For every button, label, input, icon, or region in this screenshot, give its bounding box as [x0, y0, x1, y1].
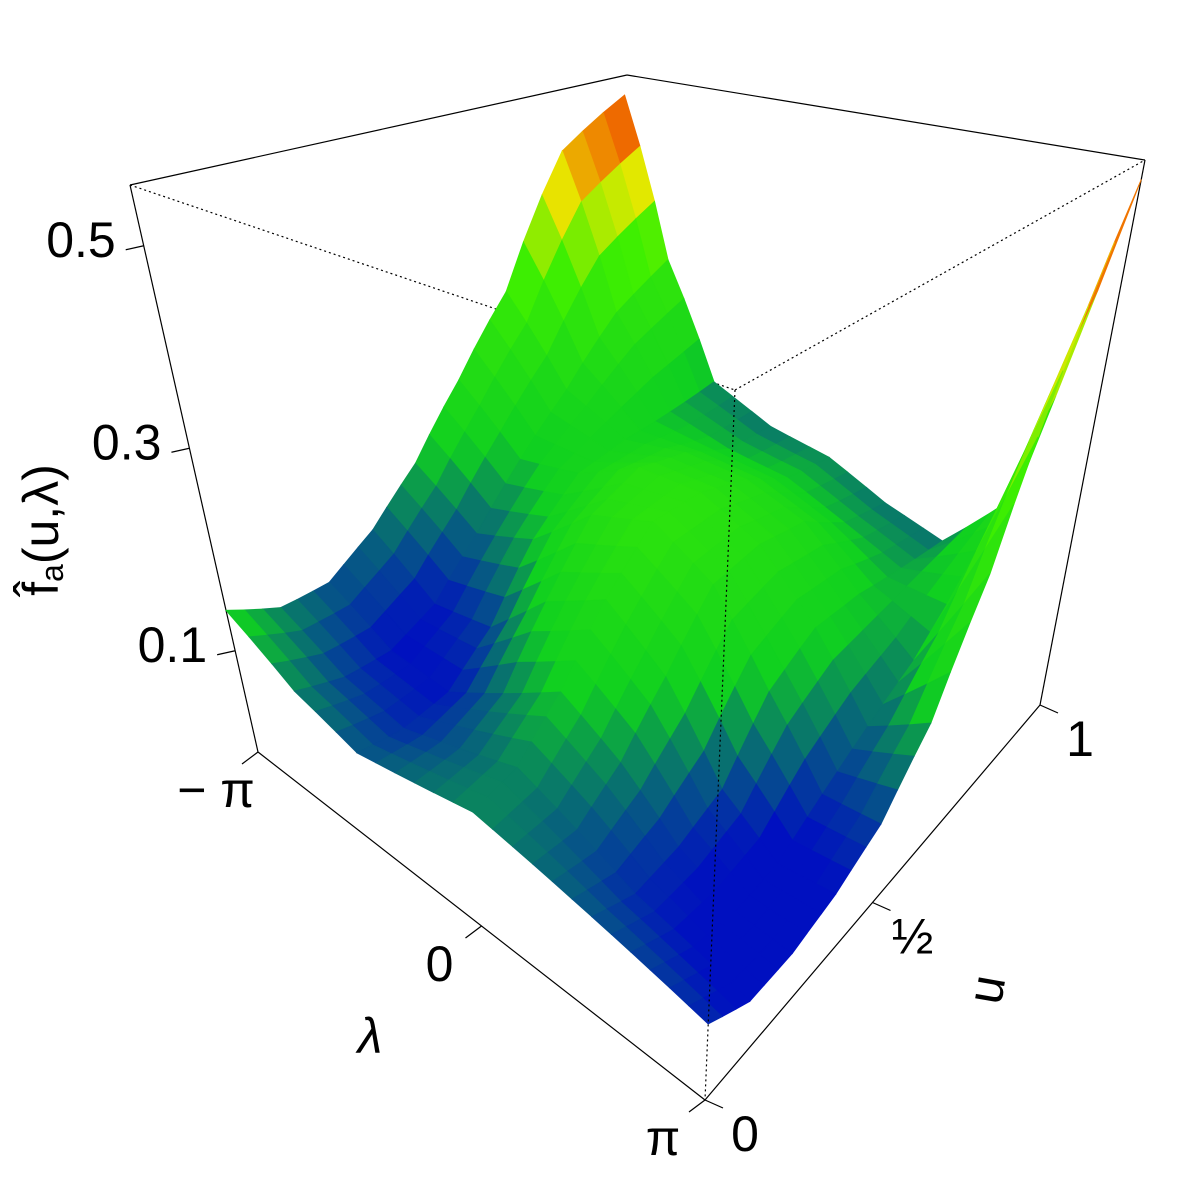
z-tick-label: 0.5: [46, 212, 116, 268]
y-tick-label: ½: [892, 909, 934, 965]
z-axis-label: f̂a(u,λ): [13, 464, 70, 598]
box-edge: [1039, 159, 1146, 706]
box-edge: [734, 159, 1146, 391]
surface-patch: [1028, 305, 1089, 443]
surface-patch: [688, 997, 723, 1025]
x-tick-label: π: [646, 1110, 681, 1166]
x-axis-label: λ: [355, 1008, 383, 1064]
y-tick: [872, 901, 891, 912]
z-tick: [217, 650, 236, 656]
y-axis-label: u: [956, 971, 1016, 1008]
box-edge: [626, 74, 1146, 161]
box-edge: [704, 389, 736, 1101]
surface: [224, 94, 1142, 1025]
y-tick-label: 1: [1066, 711, 1094, 767]
x-tick: [688, 1099, 706, 1113]
z-tick: [171, 447, 190, 453]
box-edge: [129, 184, 736, 391]
z-label-main: f̂: [13, 580, 69, 598]
surface-patch: [1006, 370, 1064, 496]
z-tick-label: 0.1: [138, 617, 208, 673]
z-label-args: (u,λ): [13, 464, 69, 564]
x-tick-label: − π: [177, 762, 255, 818]
x-tick: [241, 751, 259, 765]
y-tick: [1039, 704, 1059, 714]
y-tick-label: 0: [731, 1106, 759, 1162]
z-label-sub: a: [34, 564, 70, 582]
surface-patch: [984, 436, 1039, 550]
box-edge: [129, 74, 628, 186]
box-edge: [129, 184, 259, 753]
x-tick-label: 0: [426, 936, 454, 992]
x-tick: [465, 925, 482, 939]
z-tick-label: 0.3: [92, 414, 162, 470]
labels: λ u f̂a(u,λ) 0.10.30.5− π0π 0½1: [13, 212, 1094, 1166]
z-tick: [125, 245, 144, 251]
y-tick: [704, 1099, 724, 1109]
